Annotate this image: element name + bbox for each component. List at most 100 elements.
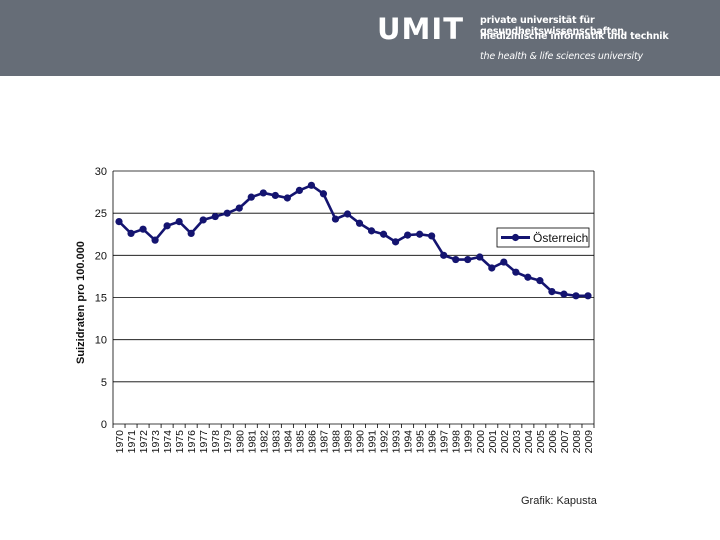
data-point-1975 [175,218,183,226]
x-tick-label-1978: 1978 [210,430,222,454]
data-point-1984 [283,194,291,202]
y-tick-labels: 0 5 10 15 20 25 30 [95,166,107,431]
x-tick-label-1973: 1973 [150,430,162,454]
x-tick-label-1981: 1981 [246,430,258,454]
y-tick-label-5: 5 [101,377,107,389]
x-tick-label-1987: 1987 [318,430,330,454]
y-tick-label-0: 0 [101,419,107,431]
x-tick-label-1984: 1984 [282,430,294,454]
data-point-1994 [404,231,412,239]
x-tick-label-1986: 1986 [306,430,318,454]
data-point-1985 [295,186,303,194]
data-point-1981 [247,193,255,201]
x-tick-label-2000: 2000 [475,430,487,454]
data-point-2003 [512,268,520,276]
data-point-1973 [151,236,159,244]
chart-grid [112,170,595,428]
data-point-1993 [391,238,400,246]
x-tick-label-1993: 1993 [391,430,403,454]
data-point-1988 [331,215,340,223]
x-tick-label-1975: 1975 [174,430,186,454]
data-point-1997 [440,251,448,259]
data-point-2004 [524,273,532,281]
data-point-1991 [367,227,376,235]
y-tick-label-20: 20 [95,250,107,262]
x-tick-label-1983: 1983 [270,430,282,454]
data-point-1989 [343,210,352,218]
x-tick-label-1990: 1990 [355,430,367,454]
x-tick-label-2009: 2009 [583,430,595,454]
data-point-1982 [259,189,267,197]
data-point-1987 [319,190,328,198]
data-point-1999 [464,255,472,264]
y-axis-label: Suizidraten pro 100.000 [75,241,87,364]
data-point-2006 [548,287,556,296]
data-point-1996 [428,232,436,240]
data-point-1983 [271,191,279,200]
x-tick-label-2007: 2007 [559,430,571,454]
chart-legend: Österreich [496,227,590,248]
tagline-line-2: medizinische informatik und technik [480,31,669,42]
x-tick-label-1995: 1995 [415,430,427,454]
x-tick-label-1972: 1972 [138,430,150,454]
x-tick-label-1974: 1974 [162,430,174,454]
x-tick-label-1992: 1992 [379,430,391,454]
data-point-2008 [572,292,580,300]
legend-marker [511,233,520,242]
data-point-2001 [488,264,496,272]
x-tick-label-2005: 2005 [535,430,547,454]
data-point-1992 [379,230,388,238]
umit-logo: UMIT [377,12,464,46]
y-tick-label-30: 30 [95,166,107,178]
data-point-1970 [115,218,123,226]
x-tick-label-1989: 1989 [342,430,354,454]
data-point-1974 [163,222,171,230]
tagline-line-1: private universität für gesundheitswisse… [480,15,628,37]
series-osterreich [115,181,592,300]
x-tick-label-1998: 1998 [451,430,463,454]
x-tick-label-2002: 2002 [499,430,511,454]
legend-label: Österreich [533,231,588,245]
x-tick-label-1980: 1980 [234,430,246,454]
x-tick-label-2006: 2006 [547,430,559,454]
x-tick-label-1996: 1996 [427,430,439,454]
data-point-1978 [211,212,219,221]
data-point-1990 [355,219,364,227]
data-point-2009 [584,292,592,300]
x-tick-label-1988: 1988 [330,430,342,454]
x-tick-label-1991: 1991 [367,430,379,454]
data-point-1977 [199,216,207,224]
x-tick-label-1982: 1982 [258,430,270,454]
y-tick-label-25: 25 [95,208,107,220]
x-tick-label-2003: 2003 [511,430,523,454]
y-tick-label-10: 10 [95,335,107,347]
chart-credit: Grafik: Kapusta [521,495,597,507]
data-point-2007 [560,290,568,298]
data-point-1986 [307,181,316,189]
x-tick-label-1971: 1971 [126,430,138,454]
data-point-2002 [500,258,508,266]
data-point-1995 [416,230,424,238]
data-point-1976 [187,229,195,238]
data-point-1971 [127,229,135,238]
x-tick-label-1977: 1977 [198,430,210,454]
x-tick-label-1976: 1976 [186,430,198,454]
x-tick-label-1970: 1970 [114,430,126,454]
x-tick-label-2008: 2008 [571,430,583,454]
data-point-1979 [223,209,231,217]
data-point-2005 [536,277,544,285]
data-point-2000 [476,253,484,261]
data-point-1998 [452,255,460,264]
data-point-1980 [235,204,243,212]
x-tick-labels: 1970 1971 1972 1973 1974 1975 1976 1977 1978 1979… [114,430,595,454]
tagline-line-3: the health & life sciences university [480,51,643,62]
data-point-1972 [139,225,147,233]
x-tick-label-1994: 1994 [403,430,415,454]
header-bar: UMIT private universität für gesundheits… [0,0,720,76]
x-tick-label-2004: 2004 [523,430,535,454]
y-tick-label-15: 15 [95,293,107,305]
x-tick-label-1997: 1997 [439,430,451,454]
legend-box [496,227,590,248]
x-tick-label-1979: 1979 [222,430,234,454]
series-line [118,184,588,298]
